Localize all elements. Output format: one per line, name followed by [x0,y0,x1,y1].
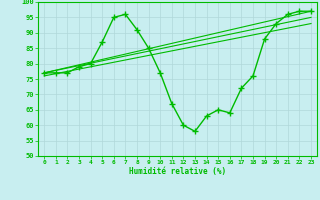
X-axis label: Humidité relative (%): Humidité relative (%) [129,167,226,176]
